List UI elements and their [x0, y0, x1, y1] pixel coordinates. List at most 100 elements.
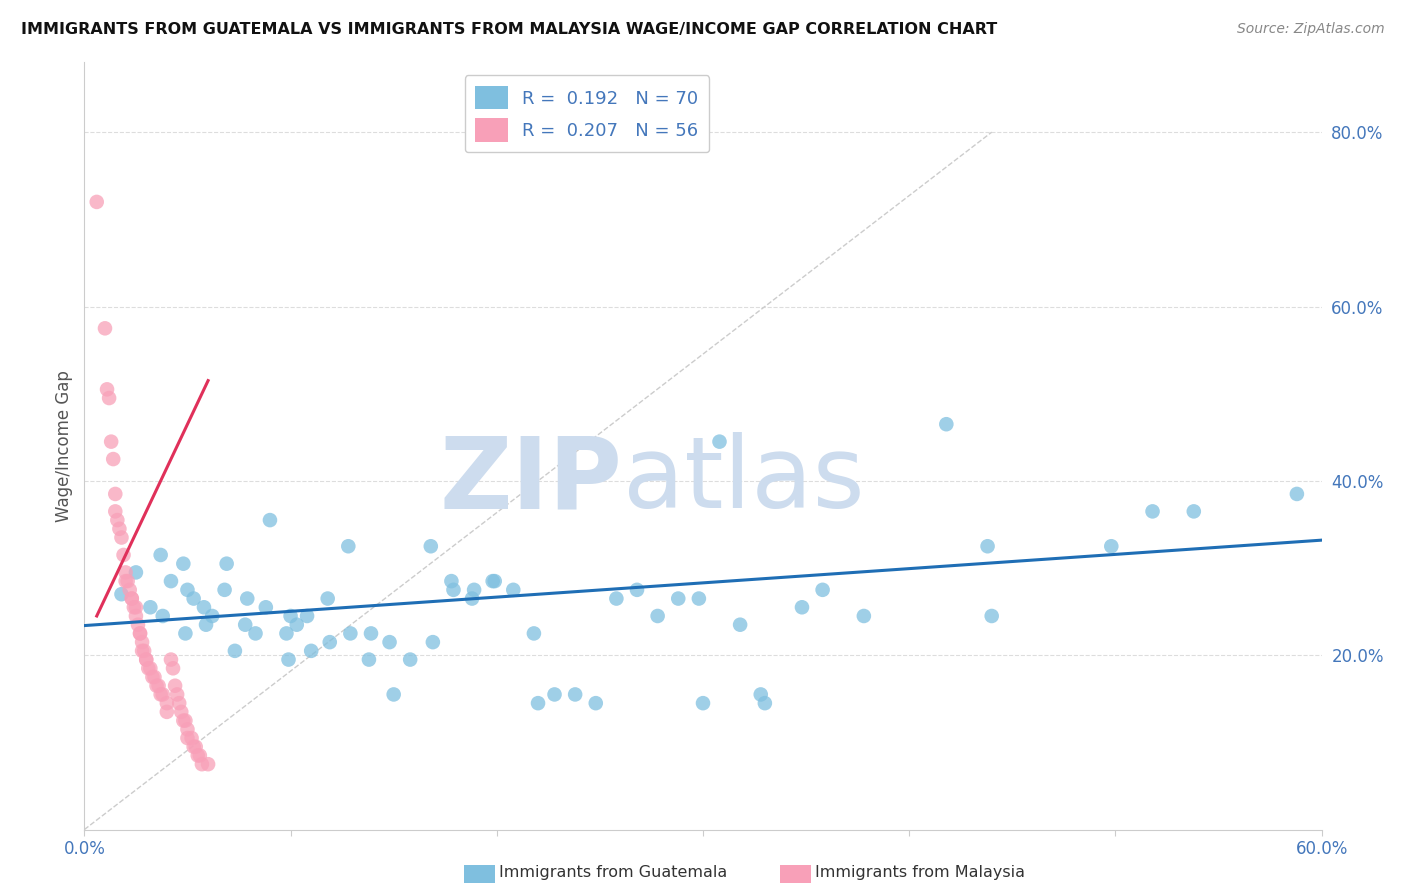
- Point: [176, 582, 198, 597]
- Point: [360, 626, 382, 640]
- Point: [419, 539, 441, 553]
- Point: [191, 757, 214, 772]
- Point: [299, 644, 322, 658]
- Point: [156, 696, 179, 710]
- Point: [276, 626, 298, 640]
- Point: [564, 688, 586, 702]
- Point: [484, 574, 506, 588]
- Point: [114, 574, 136, 588]
- Point: [1182, 504, 1205, 518]
- Point: [110, 531, 132, 545]
- Point: [135, 652, 157, 666]
- Point: [125, 566, 148, 580]
- Point: [135, 652, 157, 666]
- Point: [94, 321, 117, 335]
- Point: [131, 635, 153, 649]
- Point: [224, 644, 246, 658]
- Point: [152, 609, 174, 624]
- Point: [197, 757, 219, 772]
- Point: [174, 626, 197, 640]
- Point: [104, 487, 127, 501]
- Point: [121, 591, 143, 606]
- Text: Immigrants from Malaysia: Immigrants from Malaysia: [815, 865, 1025, 880]
- Point: [357, 652, 380, 666]
- Point: [188, 748, 211, 763]
- Point: [502, 582, 524, 597]
- Point: [174, 714, 197, 728]
- Point: [172, 557, 194, 571]
- Point: [339, 626, 361, 640]
- Point: [170, 705, 193, 719]
- Point: [463, 582, 485, 597]
- Point: [443, 582, 465, 597]
- Point: [754, 696, 776, 710]
- Point: [96, 382, 118, 396]
- Point: [180, 731, 202, 745]
- Point: [626, 582, 648, 597]
- Point: [167, 696, 190, 710]
- Point: [980, 609, 1002, 624]
- Point: [214, 582, 236, 597]
- Point: [176, 723, 198, 737]
- Point: [254, 600, 277, 615]
- Point: [139, 600, 162, 615]
- Point: [688, 591, 710, 606]
- Point: [1285, 487, 1308, 501]
- Point: [319, 635, 342, 649]
- Point: [105, 513, 128, 527]
- Point: [481, 574, 503, 588]
- Point: [259, 513, 281, 527]
- Point: [149, 688, 172, 702]
- Point: [108, 522, 131, 536]
- Point: [935, 417, 957, 432]
- Point: [422, 635, 444, 649]
- Point: [647, 609, 669, 624]
- Point: [749, 688, 772, 702]
- Point: [121, 591, 143, 606]
- Point: [104, 504, 127, 518]
- Point: [709, 434, 731, 449]
- Point: [1099, 539, 1122, 553]
- Point: [165, 679, 187, 693]
- Point: [122, 600, 145, 615]
- Point: [129, 626, 152, 640]
- Point: [215, 557, 238, 571]
- Point: [337, 539, 360, 553]
- Point: [127, 617, 149, 632]
- Point: [233, 617, 256, 632]
- Point: [195, 617, 218, 632]
- Text: Immigrants from Guatemala: Immigrants from Guatemala: [499, 865, 727, 880]
- Point: [103, 452, 125, 467]
- Point: [183, 591, 205, 606]
- Point: [166, 688, 188, 702]
- Text: ZIP: ZIP: [440, 432, 623, 529]
- Point: [100, 434, 122, 449]
- Point: [117, 574, 139, 588]
- Point: [152, 688, 174, 702]
- Point: [543, 688, 565, 702]
- Point: [98, 391, 121, 405]
- Point: [141, 670, 163, 684]
- Point: [156, 705, 179, 719]
- Point: [125, 600, 148, 615]
- Point: [149, 548, 172, 562]
- Point: [692, 696, 714, 710]
- Point: [378, 635, 401, 649]
- Point: [295, 609, 318, 624]
- Point: [605, 591, 627, 606]
- Point: [811, 582, 834, 597]
- Point: [136, 661, 159, 675]
- Point: [527, 696, 550, 710]
- Point: [160, 574, 183, 588]
- Point: [440, 574, 463, 588]
- Point: [139, 661, 162, 675]
- Point: [523, 626, 546, 640]
- Point: [193, 600, 215, 615]
- Point: [585, 696, 607, 710]
- Point: [143, 670, 166, 684]
- Point: [399, 652, 422, 666]
- Text: Source: ZipAtlas.com: Source: ZipAtlas.com: [1237, 22, 1385, 37]
- Point: [201, 609, 224, 624]
- Point: [118, 582, 141, 597]
- Point: [728, 617, 751, 632]
